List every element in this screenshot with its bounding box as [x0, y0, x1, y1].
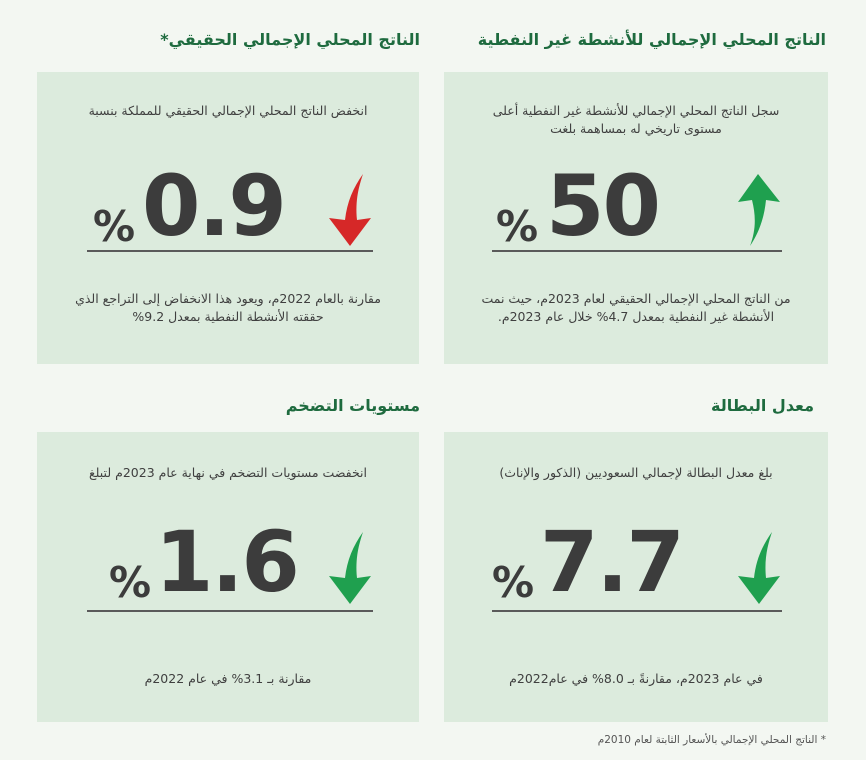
section-heading-inflation: مستويات التضخم — [285, 396, 420, 415]
card-real-gdp: انخفض الناتج المحلي الإجمالي الحقيقي للم… — [37, 72, 419, 364]
card-non-oil-gdp: سجل الناتج المحلي الإجمالي للأنشطة غير ا… — [444, 72, 828, 364]
arrow-up-icon — [738, 174, 780, 246]
card-intro-text: انخفضت مستويات التضخم في نهاية عام 2023م… — [88, 465, 367, 480]
stat-figure: 1.6 % — [37, 508, 419, 608]
stat-figure: 50 % — [444, 152, 828, 252]
percent-sign: % — [492, 558, 535, 607]
card-note-text: في عام 2023م، مقارنةً بـ 8.0% في عام2022… — [509, 671, 763, 686]
section-heading-unemployment: معدل البطالة — [711, 396, 814, 415]
percent-sign: % — [109, 558, 152, 607]
card-intro-text: سجل الناتج المحلي الإجمالي للأنشطة غير ا… — [492, 103, 780, 136]
card-unemployment: بلغ معدل البطالة لإجمالي السعوديين (الذك… — [444, 432, 828, 722]
card-note-text: مقارنة بـ 3.1% في عام 2022م — [144, 671, 312, 686]
stat-value: 1.6 — [155, 513, 300, 611]
card-intro-text: بلغ معدل البطالة لإجمالي السعوديين (الذك… — [499, 465, 773, 480]
stat-value: 0.9 — [142, 157, 287, 255]
percent-sign: % — [496, 202, 539, 251]
percent-sign: % — [93, 202, 136, 251]
arrow-down-icon — [329, 532, 371, 604]
arrow-down-icon — [329, 174, 371, 246]
stat-figure: 0.9 % — [37, 152, 419, 252]
card-note-text: مقارنة بالعام 2022م، ويعود هذا الانخفاض … — [75, 291, 381, 324]
underline-rule — [492, 250, 782, 252]
underline-rule — [492, 610, 782, 612]
section-heading-real-gdp: الناتج المحلي الإجمالي الحقيقي* — [160, 30, 420, 49]
card-inflation: انخفضت مستويات التضخم في نهاية عام 2023م… — [37, 432, 419, 722]
card-note-text: من الناتج المحلي الإجمالي الحقيقي لعام 2… — [481, 291, 791, 324]
stat-figure: 7.7 % — [444, 508, 828, 608]
stat-value: 7.7 — [540, 513, 685, 611]
footnote: * الناتج المحلي الإجمالي بالأسعار الثابت… — [597, 734, 826, 746]
section-heading-non-oil-gdp: الناتج المحلي الإجمالي للأنشطة غير النفط… — [477, 30, 826, 49]
stat-value: 50 — [546, 157, 661, 255]
card-intro-text: انخفض الناتج المحلي الإجمالي الحقيقي للم… — [88, 103, 368, 118]
arrow-down-icon — [738, 532, 780, 604]
underline-rule — [87, 610, 373, 612]
underline-rule — [87, 250, 373, 252]
